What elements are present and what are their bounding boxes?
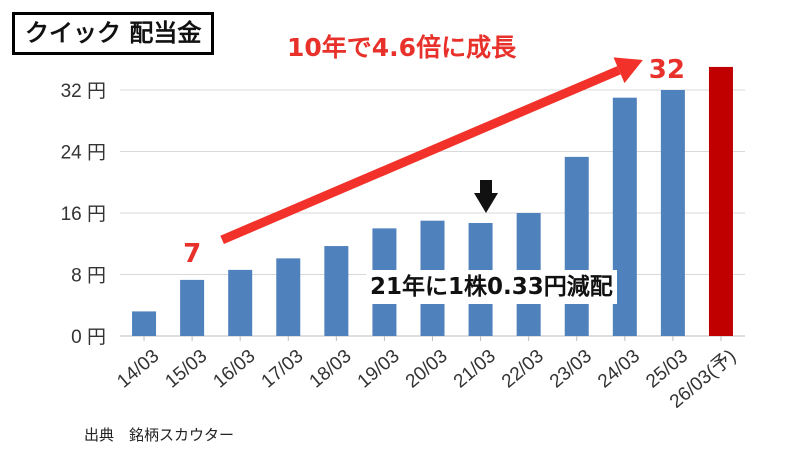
- dividend-cut-annotation: 21年に1株0.33円減配: [366, 270, 617, 304]
- y-axis-labels: 0 円 8 円 16 円 24 円 32 円: [61, 81, 106, 348]
- x-axis-labels: 14/0315/0316/0317/0318/0319/0320/0321/03…: [113, 346, 740, 413]
- x-tick-label: 21/03: [450, 346, 500, 393]
- x-tick-label: 14/03: [113, 346, 163, 393]
- x-tick-label: 19/03: [354, 346, 404, 393]
- y-tick-label: 32 円: [61, 81, 106, 102]
- x-tick-label: 23/03: [546, 346, 596, 393]
- y-tick-label: 8 円: [71, 266, 106, 287]
- x-tick-label: 18/03: [306, 346, 356, 393]
- x-tick-label: 15/03: [161, 346, 211, 393]
- bar: [612, 97, 637, 336]
- forecast-bar: [708, 66, 733, 336]
- bar: [324, 246, 349, 336]
- chart-title: クイック 配当金: [12, 12, 215, 55]
- bar: [228, 269, 253, 336]
- source-note: 出典 銘柄スカウター: [84, 426, 235, 444]
- growth-arrow-head: [613, 57, 643, 84]
- x-tick-label: 16/03: [209, 346, 259, 393]
- growth-headline: 10年で4.6倍に成長: [283, 33, 521, 63]
- end-value-label: 32: [649, 55, 685, 85]
- y-tick-label: 16 円: [61, 204, 106, 225]
- gridlines: [120, 89, 745, 341]
- x-tick-label: 17/03: [258, 346, 308, 393]
- down-arrow-icon: [474, 180, 498, 213]
- growth-arrow-shaft: [220, 66, 621, 245]
- start-value-label: 7: [183, 239, 201, 269]
- bars: [132, 66, 733, 336]
- x-tick-label: 20/03: [402, 346, 452, 393]
- y-tick-label: 0 円: [71, 327, 106, 348]
- x-tick-label: 22/03: [498, 346, 548, 393]
- growth-arrow: [220, 57, 643, 245]
- x-tick-label: 24/03: [594, 346, 644, 393]
- bar: [564, 156, 589, 336]
- bar: [132, 311, 157, 336]
- bar: [276, 258, 301, 336]
- bar: [660, 90, 685, 336]
- y-tick-label: 24 円: [61, 143, 106, 164]
- bar: [180, 279, 205, 336]
